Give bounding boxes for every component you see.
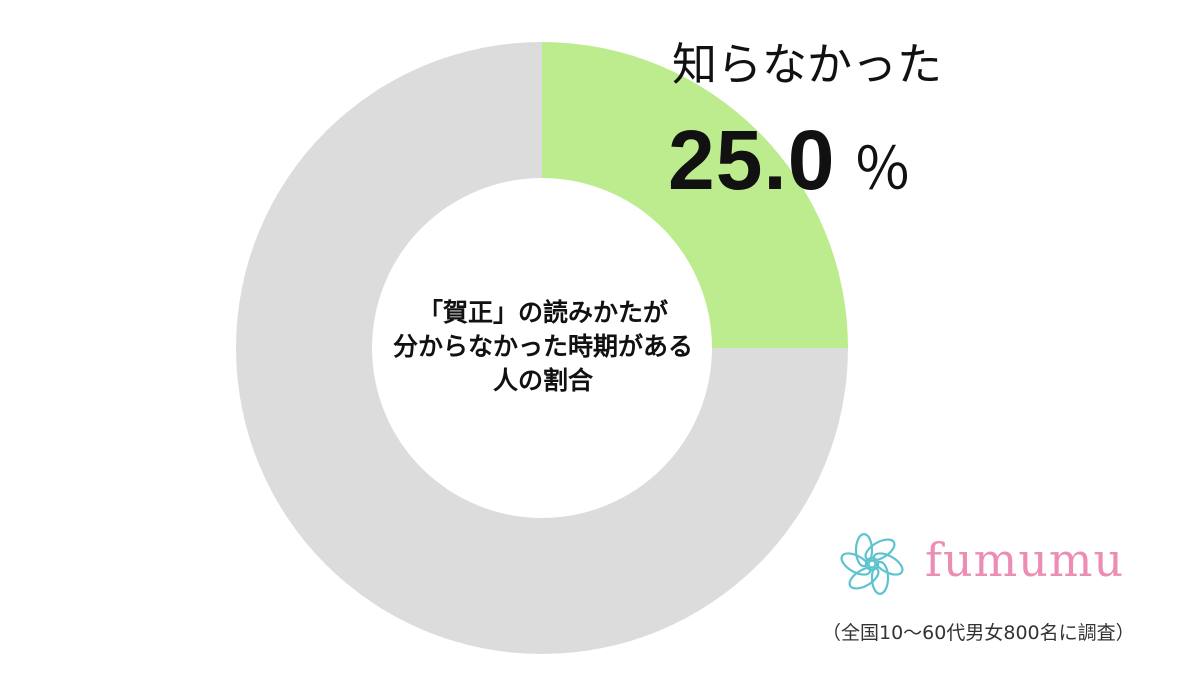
- donut-slice-1: [236, 42, 848, 654]
- brand-logo-text: fumumu: [925, 533, 1125, 587]
- logo-petal: [854, 533, 874, 568]
- logo-petal: [864, 538, 896, 562]
- slice-value-didnt-know: 25.0 ％: [668, 112, 912, 209]
- flower-logo-icon: [840, 533, 904, 595]
- chart-title-line-1: 「賀正」の読みかたが: [417, 298, 668, 327]
- survey-source-note: （全国10〜60代男女800名に調査）: [822, 622, 1135, 644]
- logo-petal: [848, 566, 880, 590]
- logo-center: [864, 556, 880, 572]
- logo-petal: [870, 560, 890, 595]
- logo-petal: [840, 552, 872, 576]
- logo-petal: [872, 552, 904, 576]
- slice-value-unit: ％: [853, 135, 912, 203]
- slice-label-didnt-know: 知らなかった: [672, 38, 943, 91]
- slice-value-number: 25.0: [668, 113, 836, 207]
- chart-title-line-2: 分からなかった時期がある: [392, 332, 693, 361]
- chart-title: 「賀正」の読みかたが 分からなかった時期がある 人の割合: [385, 296, 701, 398]
- chart-title-line-3: 人の割合: [492, 366, 593, 395]
- donut-slice-0: [542, 42, 848, 348]
